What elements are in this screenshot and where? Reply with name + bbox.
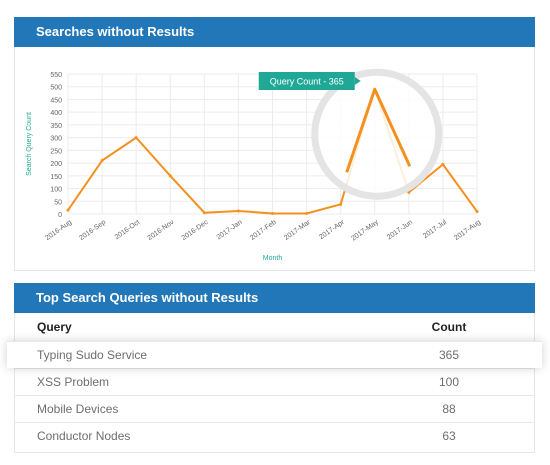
magnified-series-line xyxy=(345,87,412,173)
x-tick-label: 2016-Oct xyxy=(114,219,142,241)
x-tick-label: 2017-Mar xyxy=(283,219,312,242)
data-point xyxy=(100,159,104,163)
x-tick-label: 2017-Aug xyxy=(453,219,482,242)
y-tick-label: 100 xyxy=(50,187,62,194)
y-tick-label: 50 xyxy=(54,199,62,206)
x-tick-label: 2017-Apr xyxy=(318,219,346,242)
x-tick-label: 2017-Feb xyxy=(249,219,278,242)
data-point xyxy=(66,208,70,212)
table-panel-title: Top Search Queries without Results xyxy=(14,283,535,313)
y-tick-label: 450 xyxy=(50,97,62,104)
query-cell: Conductor Nodes xyxy=(37,429,131,443)
y-tick-label: 300 xyxy=(50,136,62,143)
query-cell: Mobile Devices xyxy=(37,402,119,416)
table-row[interactable]: Typing Sudo Service 365 xyxy=(7,341,542,368)
table-row[interactable]: Conductor Nodes 63 xyxy=(15,422,534,449)
data-point xyxy=(168,174,172,178)
y-axis-title: Search Query Count xyxy=(26,112,33,176)
x-tick-label: 2016-Sep xyxy=(78,219,107,242)
count-cell: 63 xyxy=(442,429,456,443)
query-cell: XSS Problem xyxy=(37,375,110,389)
count-cell: 365 xyxy=(438,348,460,362)
x-tick-label: 2016-Aug xyxy=(44,219,73,242)
tooltip-box xyxy=(258,72,355,90)
x-tick-label: 2017-Jul xyxy=(422,219,448,240)
data-point xyxy=(475,209,479,213)
tooltip-text: Query Count - 365 xyxy=(270,77,344,87)
data-point xyxy=(271,211,274,215)
searches-chart-panel: Searches without Results 0 50 100 150 200 250… xyxy=(14,17,535,271)
y-tick-label: 400 xyxy=(50,110,62,117)
data-point xyxy=(134,136,138,140)
top-queries-panel: Top Search Queries without Results Query… xyxy=(7,283,542,453)
tooltip-arrow xyxy=(354,77,361,85)
y-tick-label: 550 xyxy=(50,72,62,79)
x-tick-label: 2016-Nov xyxy=(147,219,176,242)
y-tick-label: 150 xyxy=(50,174,62,181)
table-header-row: Query Count xyxy=(15,314,534,341)
count-column-header: Count xyxy=(431,320,467,334)
count-cell: 100 xyxy=(438,375,460,389)
data-point xyxy=(202,211,206,215)
x-axis-title: Month xyxy=(263,255,283,262)
y-tick-label: 500 xyxy=(50,85,62,92)
y-tick-label: 0 xyxy=(58,212,62,219)
data-point xyxy=(441,162,445,166)
count-cell: 88 xyxy=(442,402,456,416)
query-column-header: Query xyxy=(37,320,72,334)
x-tick-label: 2017-May xyxy=(350,219,380,243)
searches-line-chart: 0 50 100 150 200 250 300 350 400 450 500 550 2016-Au… xyxy=(26,68,482,262)
x-tick-label: 2016-Dec xyxy=(181,219,210,242)
x-tick-label: 2017-Jan xyxy=(216,219,244,242)
y-tick-label: 350 xyxy=(50,123,62,130)
data-point xyxy=(305,211,309,215)
top-queries-table: Query Count Typing Sudo Service 365 XSS … xyxy=(7,314,542,449)
query-cell: Typing Sudo Service xyxy=(37,348,148,362)
y-tick-label: 200 xyxy=(50,161,62,168)
table-row[interactable]: Mobile Devices 88 xyxy=(15,395,534,422)
chart-panel-title: Searches without Results xyxy=(14,17,535,47)
table-row[interactable]: XSS Problem 100 xyxy=(15,368,534,395)
data-point xyxy=(236,209,240,213)
data-point xyxy=(339,202,343,206)
y-tick-label: 250 xyxy=(50,148,62,155)
x-tick-label: 2017-Jun xyxy=(386,219,414,242)
